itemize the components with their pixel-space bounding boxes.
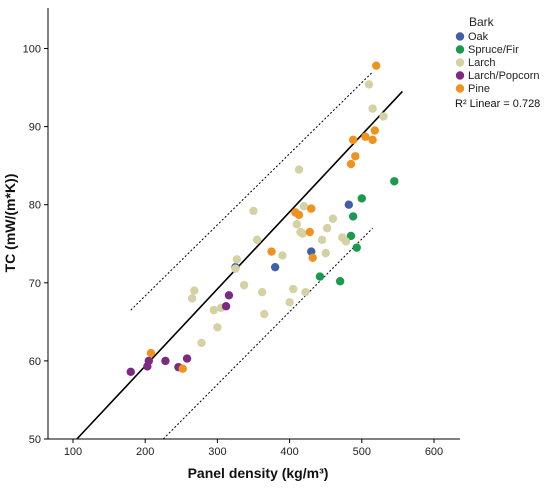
point-pine: [308, 253, 317, 263]
data-points: [126, 61, 399, 377]
x-tick-label: 200: [136, 446, 154, 458]
point-pine: [294, 210, 304, 220]
point-pine: [368, 135, 377, 145]
y-tick-label: 90: [29, 122, 41, 134]
point-pine: [372, 61, 381, 70]
point-larch: [328, 214, 338, 223]
point-larch-popcorn: [224, 291, 234, 300]
point-oak: [270, 262, 280, 272]
point-larch: [187, 294, 197, 303]
y-tick-label: 80: [29, 200, 41, 212]
linear-fit-line: [76, 90, 403, 440]
x-tick-label: 300: [208, 446, 226, 458]
point-spruce-fir: [352, 243, 361, 252]
point-larch: [298, 229, 307, 238]
point-larch-popcorn: [221, 302, 231, 311]
point-larch: [292, 220, 302, 229]
x-ticks: 100 200 300 400 500 600: [64, 439, 443, 458]
legend-label-larch-popcorn: Larch/Popcorn: [468, 70, 540, 82]
x-tick-label: 400: [280, 446, 298, 458]
point-spruce-fir: [335, 277, 345, 286]
point-larch: [209, 305, 218, 315]
point-spruce-fir: [357, 194, 366, 203]
point-oak: [344, 200, 354, 209]
x-tick-label: 500: [353, 446, 371, 458]
point-larch-popcorn: [161, 356, 170, 366]
point-larch: [322, 223, 332, 233]
point-larch-popcorn: [144, 356, 154, 366]
point-larch: [249, 206, 258, 216]
legend-marker-spruce-fir: [455, 45, 465, 54]
upper-interval-line: [130, 71, 373, 311]
point-pine: [346, 159, 356, 169]
point-pine: [348, 135, 358, 145]
y-axis-title: TC (mW/(m*K)): [2, 174, 18, 273]
point-larch: [278, 251, 287, 260]
legend-marker-larch: [455, 58, 465, 67]
legend-marker-larch-popcorn: [455, 71, 465, 80]
point-larch: [317, 235, 327, 245]
point-larch: [190, 286, 199, 295]
point-larch: [232, 255, 242, 264]
point-spruce-fir: [346, 231, 356, 241]
point-pine: [305, 227, 315, 237]
point-larch: [260, 309, 269, 319]
y-tick-label: 50: [29, 434, 41, 446]
point-larch: [285, 298, 294, 307]
point-pine: [361, 132, 370, 141]
lower-interval-line: [162, 227, 373, 440]
y-tick-label: 60: [29, 356, 41, 368]
point-larch: [197, 338, 206, 348]
point-spruce-fir: [315, 272, 325, 281]
point-larch: [231, 264, 240, 273]
legend-label-larch: Larch: [468, 57, 496, 69]
point-larch: [294, 165, 304, 174]
legend-title: Bark: [469, 15, 495, 29]
point-spruce-fir: [390, 177, 399, 186]
point-larch: [368, 104, 377, 113]
y-tick-label: 70: [29, 278, 41, 290]
point-larch: [341, 237, 351, 246]
x-tick-label: 100: [64, 446, 82, 458]
point-pine: [307, 204, 316, 213]
fit-r2-label: R² Linear = 0.728: [455, 98, 540, 110]
point-larch: [252, 235, 262, 245]
y-tick-label: 100: [23, 44, 41, 56]
point-pine: [267, 247, 276, 256]
point-larch: [379, 112, 388, 121]
y-ticks: 50 60 70 80 90 100: [23, 44, 48, 446]
legend-label-oak: Oak: [468, 31, 489, 43]
legend-label-spruce-fir: Spruce/Fir: [468, 44, 519, 56]
point-larch: [301, 287, 310, 297]
legend-label-pine: Pine: [468, 83, 490, 95]
legend-marker-pine: [455, 84, 465, 93]
point-larch: [364, 80, 374, 89]
x-axis-title: Panel density (kg/m³): [188, 465, 329, 481]
point-spruce-fir: [348, 212, 358, 221]
point-larch: [299, 202, 309, 211]
point-larch-popcorn: [126, 367, 135, 377]
legend-marker-oak: [455, 32, 465, 41]
point-pine: [146, 348, 156, 358]
x-tick-label: 600: [425, 446, 443, 458]
point-pine: [351, 152, 360, 161]
point-pine: [178, 364, 187, 373]
point-larch: [289, 284, 298, 294]
point-larch: [321, 248, 330, 258]
point-larch: [239, 280, 249, 290]
point-pine: [370, 126, 379, 135]
point-larch: [257, 287, 267, 297]
legend: Bark OakSpruce/FirLarchLarch/PopcornPine…: [455, 15, 540, 110]
point-larch: [213, 323, 222, 332]
point-larch-popcorn: [182, 354, 192, 363]
